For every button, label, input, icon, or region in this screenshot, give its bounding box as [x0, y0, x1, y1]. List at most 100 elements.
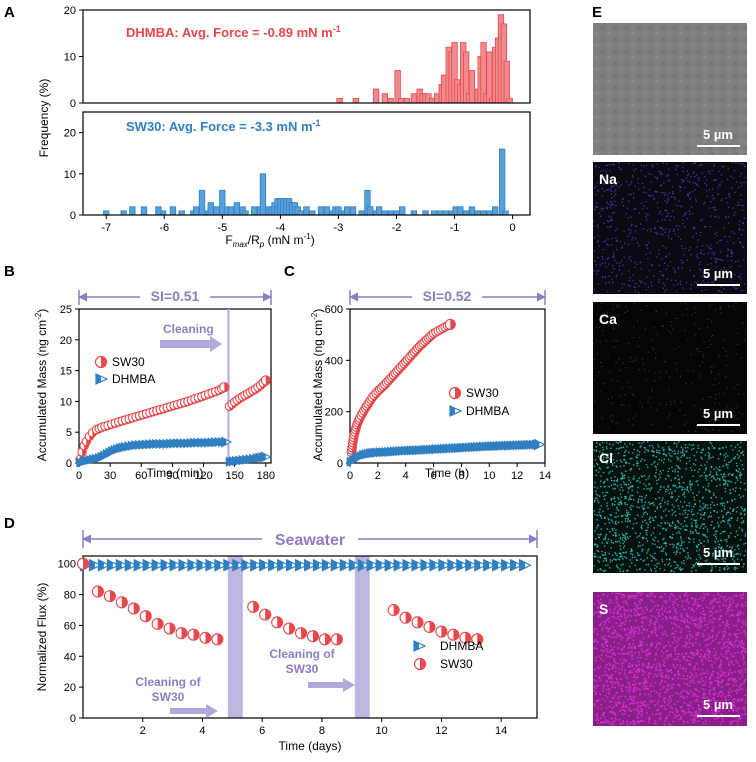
a-bottom-bar	[442, 210, 449, 216]
a-bottom-xtick-label: -5	[217, 222, 227, 234]
e-map-dot	[682, 689, 684, 692]
e-map-dot	[614, 516, 616, 518]
e-map-dot	[598, 561, 601, 563]
e-map-dot	[728, 692, 730, 694]
b-cleaning-label: Cleaning	[163, 322, 214, 336]
e-map-dot	[617, 635, 619, 637]
e-map-dot	[617, 647, 620, 650]
e-map-dot	[640, 526, 642, 528]
e-map-dot	[705, 475, 707, 477]
e-map-dot	[716, 258, 718, 260]
e-map-dot	[725, 463, 728, 465]
d-dhmba-point-fill	[358, 559, 364, 571]
e-map-dot	[634, 647, 636, 649]
e-map-dot	[602, 674, 604, 676]
panel-letter-e: E	[592, 4, 602, 21]
e-map-dot	[627, 284, 629, 287]
e-map-dot	[609, 416, 611, 418]
a-bottom-xtick-label: -6	[159, 222, 169, 234]
d-xtick-label: 2	[140, 725, 146, 737]
e-map-dot	[652, 502, 655, 504]
e-map-dot	[699, 234, 701, 237]
e-map-dot	[729, 604, 732, 606]
e-map-dot	[665, 478, 667, 480]
e-map-dot	[723, 502, 725, 504]
e-map-dot	[663, 569, 666, 571]
e-map-dot	[679, 597, 681, 599]
e-map-dot	[633, 687, 636, 689]
e-map-dot	[693, 227, 696, 229]
e-map-dot	[627, 653, 630, 655]
e-map-dot	[684, 520, 686, 522]
e-map-dot	[605, 282, 607, 284]
e-map-dot	[683, 454, 685, 457]
e-map-dot	[710, 215, 712, 217]
e-map-dot	[633, 477, 635, 480]
e-map-dot	[664, 542, 666, 545]
e-map-dot	[628, 520, 630, 522]
e-map-dot	[664, 541, 667, 544]
e-map-dot	[629, 386, 631, 388]
e-map-dot	[671, 543, 673, 545]
e-map-dot	[736, 720, 739, 723]
e-map-dot	[711, 663, 713, 666]
e-map-dot	[695, 607, 698, 610]
e-map-dot	[594, 459, 596, 461]
e-map-dot	[740, 278, 742, 280]
e-map-dot	[693, 281, 696, 283]
e-map-dot	[616, 612, 619, 614]
e-map-dot	[632, 523, 635, 525]
e-map-dot	[685, 212, 687, 214]
e-map-dot	[665, 674, 667, 676]
e-map-dot	[741, 646, 743, 649]
e-map-dot	[620, 168, 623, 171]
e-map-dot	[673, 618, 676, 620]
e-map-dot	[634, 261, 636, 263]
e-map-dot	[704, 656, 707, 659]
e-map-dot	[678, 527, 680, 529]
e-map-dot	[691, 642, 693, 645]
e-map-dot	[713, 699, 716, 702]
e-map-dot	[713, 494, 715, 496]
e-map-dot	[719, 569, 721, 571]
e-map-dot	[723, 630, 726, 632]
e-map-dot	[729, 603, 731, 606]
e-map-dot	[687, 621, 689, 624]
e-map-dot	[743, 259, 745, 261]
e-map-dot	[658, 253, 660, 255]
e-map-dot	[596, 713, 599, 715]
e-map-dot	[659, 502, 662, 504]
e-map-dot	[659, 712, 662, 714]
e-map-dot	[676, 525, 678, 528]
e-map-dot	[612, 281, 614, 284]
e-map-dot	[613, 496, 616, 498]
b-ytick-label: 20	[60, 335, 72, 347]
e-map-dot	[657, 540, 659, 543]
e-map-dot	[734, 566, 737, 569]
e-map-dot	[661, 671, 664, 674]
e-map-dot	[597, 256, 599, 259]
e-map-dot	[738, 450, 740, 452]
e-map-dot	[632, 594, 635, 597]
a-bottom-ytick-label: 20	[64, 128, 76, 140]
e-map-dot	[606, 478, 608, 480]
e-map-dot	[710, 372, 713, 374]
e-map-dot	[647, 524, 649, 526]
e-map-dot	[696, 545, 698, 548]
e-map-dot	[639, 693, 641, 696]
e-map-dot	[596, 666, 599, 668]
e-map-dot	[722, 277, 724, 279]
d-ytick-label: 20	[64, 682, 76, 694]
e-map-dot	[657, 491, 659, 493]
e-map-dot	[622, 705, 624, 707]
e-map-dot	[733, 560, 735, 562]
e-map-dot	[688, 710, 690, 713]
e-map-dot	[635, 614, 638, 617]
e-map-dot	[725, 481, 727, 483]
e-map-dot	[636, 709, 639, 711]
e-map-dot	[610, 519, 613, 521]
e-map-dot	[628, 418, 630, 421]
e-map-dot	[681, 476, 683, 478]
e-map-dot	[740, 700, 742, 702]
